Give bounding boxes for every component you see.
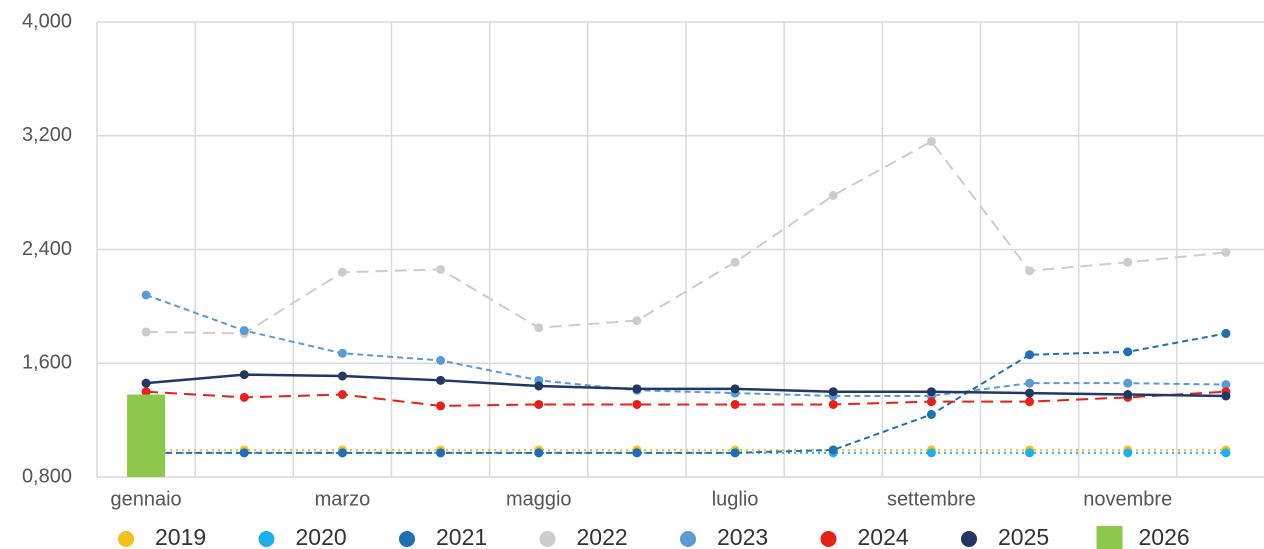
point (1123, 347, 1133, 357)
line (146, 332, 1227, 454)
point (337, 448, 347, 458)
point (828, 387, 838, 397)
line (146, 390, 1226, 407)
point (436, 448, 446, 458)
point (1025, 448, 1035, 458)
point (730, 399, 740, 409)
legend-marker (680, 531, 696, 547)
point (926, 409, 936, 419)
x-tick-label: luglio (712, 488, 759, 510)
legend-label: 2025 (998, 524, 1049, 549)
point (337, 371, 347, 381)
point (239, 392, 249, 402)
point (926, 448, 936, 458)
point (730, 448, 740, 458)
point (926, 397, 936, 407)
legend-marker (820, 531, 837, 547)
point (534, 323, 544, 333)
legend-marker (961, 531, 977, 547)
legend-marker (258, 531, 275, 547)
point (632, 316, 642, 326)
point (239, 448, 249, 458)
point (828, 445, 838, 455)
y-tick-label: 2,400 (22, 238, 72, 260)
line (145, 373, 1226, 398)
point (141, 378, 151, 388)
legend-label: 2021 (436, 524, 487, 549)
point (1025, 350, 1035, 360)
legend-label: 2026 (1139, 524, 1190, 549)
line (145, 294, 1226, 397)
line (146, 140, 1227, 335)
point (436, 355, 446, 365)
point (1123, 257, 1133, 267)
point (1221, 448, 1231, 458)
point (534, 399, 544, 409)
point (1221, 391, 1231, 401)
legend-label: 2019 (155, 524, 206, 549)
legend-label: 2022 (577, 524, 628, 549)
point (632, 448, 642, 458)
point (534, 381, 544, 391)
point (239, 326, 249, 336)
y-tick-label: 3,200 (22, 124, 72, 146)
x-tick-label: novembre (1083, 488, 1172, 510)
point (1025, 397, 1035, 407)
point (436, 401, 446, 411)
point (141, 290, 151, 300)
x-tick-label: settembre (887, 488, 976, 510)
point (337, 348, 347, 358)
legend-marker (399, 531, 415, 547)
point (1123, 378, 1133, 388)
point (1221, 380, 1231, 390)
legend-label: 2023 (717, 524, 768, 549)
point (632, 384, 642, 394)
point (436, 375, 446, 385)
legend-swatch (1096, 526, 1123, 549)
y-tick-label: 4,000 (22, 10, 72, 32)
point (926, 136, 936, 146)
bar (127, 394, 166, 477)
point (141, 327, 151, 337)
point (1025, 388, 1035, 398)
point (1025, 378, 1035, 388)
x-tick-label: maggio (506, 488, 572, 510)
point (1123, 448, 1133, 458)
point (1221, 247, 1231, 257)
point (828, 399, 838, 409)
x-tick-label: marzo (315, 488, 371, 510)
legend-label: 2020 (296, 524, 347, 549)
point (926, 387, 936, 397)
point (632, 399, 642, 409)
point (534, 448, 544, 458)
point (1221, 328, 1231, 338)
legend-marker (118, 531, 134, 547)
y-tick-label: 0,800 (22, 465, 72, 487)
y-tick-label: 1,600 (22, 352, 72, 374)
point (337, 390, 347, 400)
point (239, 370, 249, 380)
point (436, 264, 446, 274)
x-tick-label: gennaio (110, 488, 181, 510)
legend-label: 2024 (858, 524, 909, 549)
point (1123, 390, 1133, 400)
point (730, 384, 740, 394)
point (337, 267, 347, 277)
point (141, 387, 151, 397)
point (730, 257, 740, 267)
legend-marker (539, 531, 556, 547)
point (1025, 266, 1035, 276)
point (828, 190, 838, 200)
